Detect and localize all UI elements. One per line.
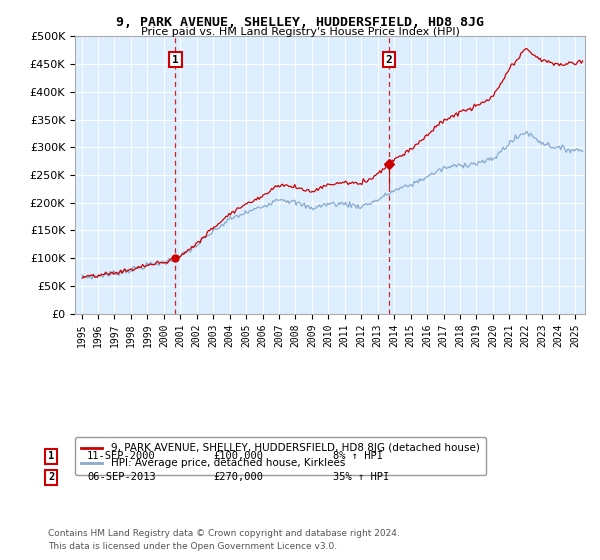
Legend: 9, PARK AVENUE, SHELLEY, HUDDERSFIELD, HD8 8JG (detached house), HPI: Average pr: 9, PARK AVENUE, SHELLEY, HUDDERSFIELD, H… — [75, 437, 485, 475]
Text: Price paid vs. HM Land Registry's House Price Index (HPI): Price paid vs. HM Land Registry's House … — [140, 27, 460, 37]
Text: £270,000: £270,000 — [213, 472, 263, 482]
Text: £100,000: £100,000 — [213, 451, 263, 461]
Text: 11-SEP-2000: 11-SEP-2000 — [87, 451, 156, 461]
Text: 8% ↑ HPI: 8% ↑ HPI — [333, 451, 383, 461]
Text: 1: 1 — [172, 55, 179, 65]
Text: 2: 2 — [48, 472, 54, 482]
Text: 2: 2 — [386, 55, 392, 65]
Text: Contains HM Land Registry data © Crown copyright and database right 2024.
This d: Contains HM Land Registry data © Crown c… — [48, 529, 400, 550]
Text: 9, PARK AVENUE, SHELLEY, HUDDERSFIELD, HD8 8JG: 9, PARK AVENUE, SHELLEY, HUDDERSFIELD, H… — [116, 16, 484, 29]
Text: 35% ↑ HPI: 35% ↑ HPI — [333, 472, 389, 482]
Text: 06-SEP-2013: 06-SEP-2013 — [87, 472, 156, 482]
Text: 1: 1 — [48, 451, 54, 461]
